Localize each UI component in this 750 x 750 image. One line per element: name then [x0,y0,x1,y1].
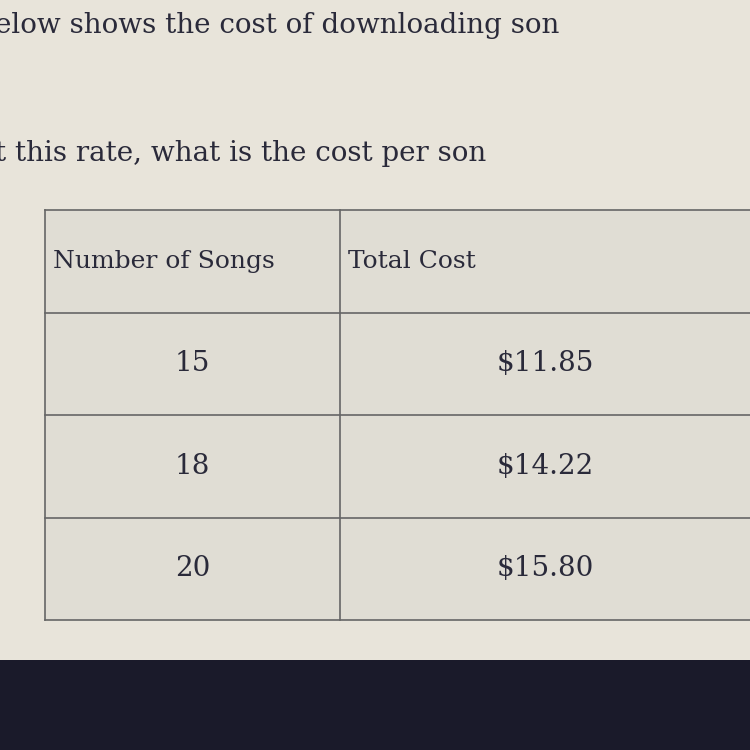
Text: $15.80: $15.80 [496,555,594,582]
Bar [45,210,750,620]
Text: 15: 15 [175,350,210,377]
Text: $14.22: $14.22 [496,453,594,480]
Text: Total Cost: Total Cost [348,250,476,273]
Text: $11.85: $11.85 [496,350,594,377]
Text: t this rate, what is the cost per son: t this rate, what is the cost per son [0,140,486,167]
Text: 20: 20 [175,555,210,582]
Bar [0,660,750,750]
Text: 18: 18 [175,453,210,480]
Text: elow shows the cost of downloading son: elow shows the cost of downloading son [0,12,560,39]
Text: Number of Songs: Number of Songs [53,250,274,273]
